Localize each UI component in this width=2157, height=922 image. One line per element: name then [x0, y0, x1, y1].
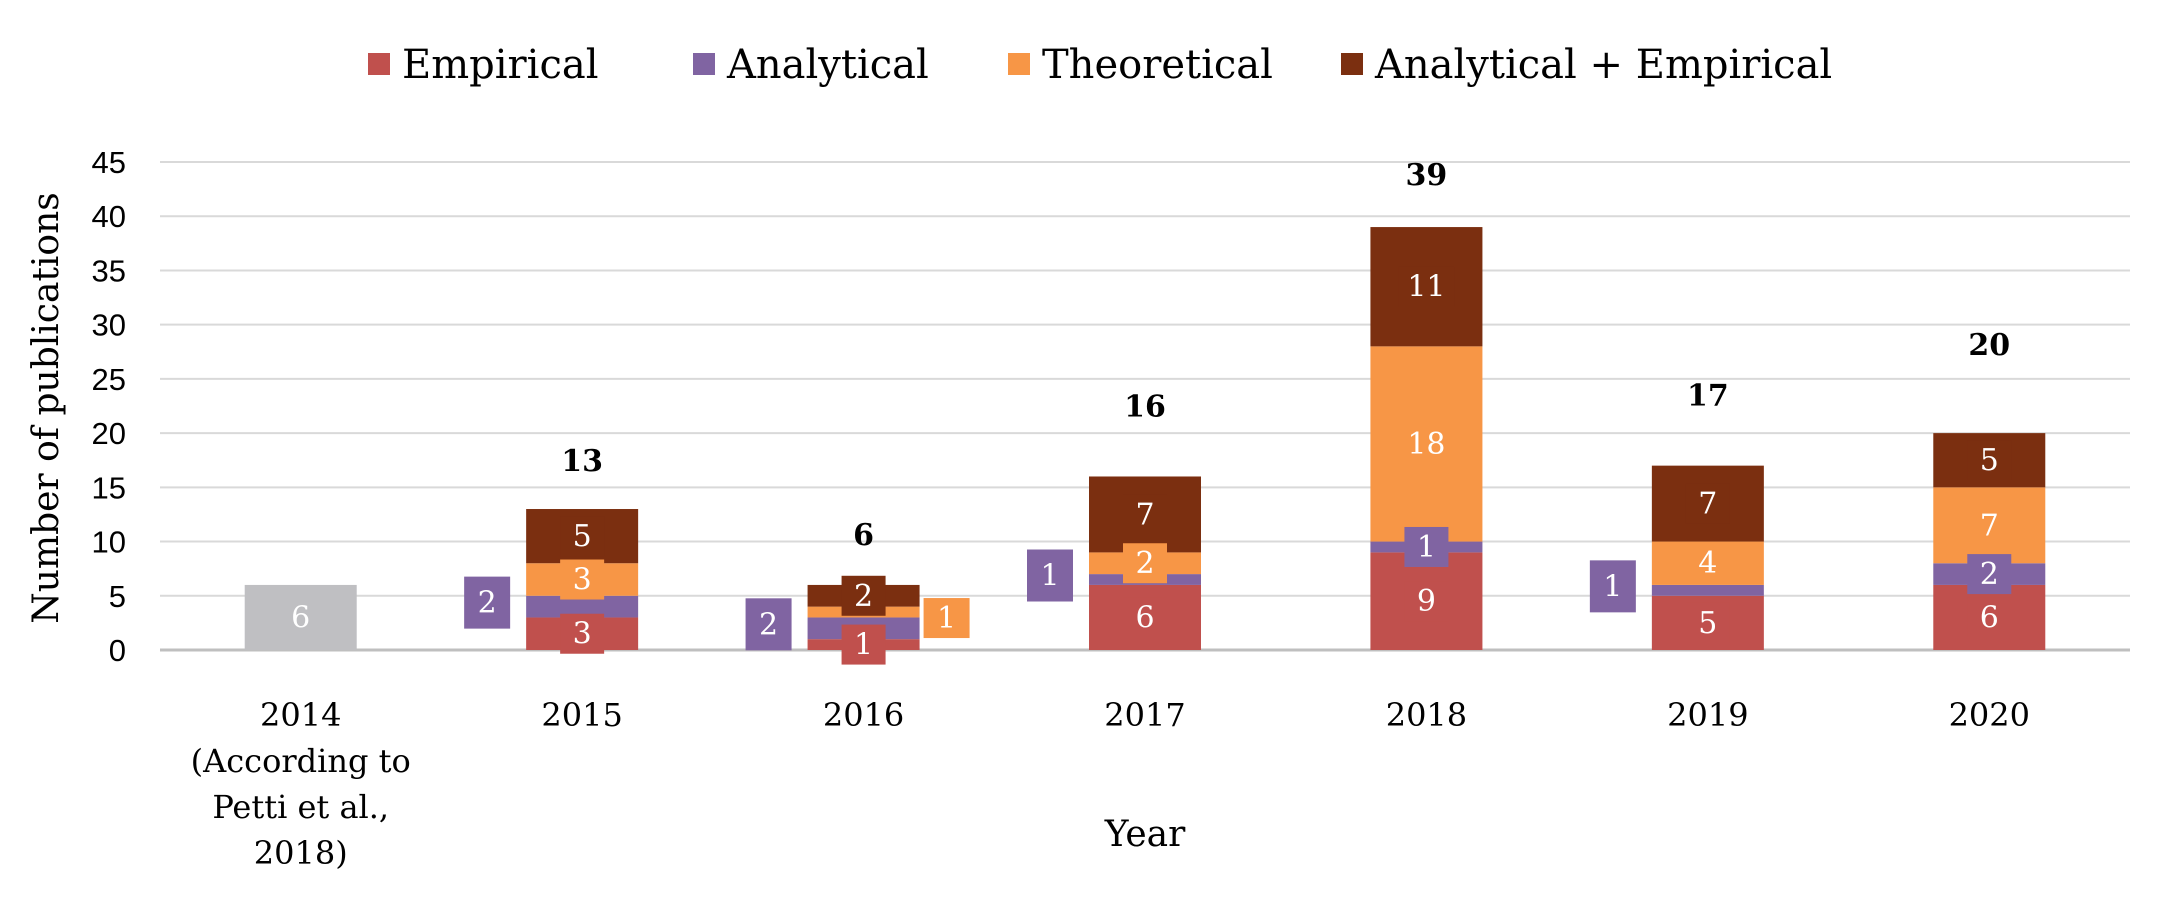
segment-label: 3: [573, 617, 592, 652]
x-tick-label: 2020: [1949, 696, 2030, 734]
segment-label: 6: [1135, 600, 1154, 635]
segment-label: 1: [1040, 559, 1059, 594]
chart-legend: Empirical Analytical Theoretical Analytical…: [368, 42, 1832, 88]
segment-label: 5: [1698, 606, 1717, 641]
bar-group-2014: 6: [244, 584, 357, 650]
y-tick-label: 0: [109, 633, 126, 668]
legend-swatch-3: [1341, 53, 1363, 75]
y-tick-label: 20: [92, 416, 126, 451]
y-axis-title: Number of publications: [26, 192, 67, 624]
legend-swatch-2: [1008, 53, 1030, 75]
segment-label: 9: [1417, 584, 1436, 619]
total-label: 17: [1687, 379, 1729, 414]
segment-label: 5: [1980, 443, 1999, 478]
segment-label: 2: [1135, 546, 1154, 581]
segment-label-box: [560, 613, 605, 654]
segment-label: 7: [1698, 487, 1717, 522]
segment-label-box: [745, 598, 792, 651]
bar-group-2015: 3 2 3 5 13: [464, 444, 639, 654]
x-tick-label: 2016: [823, 696, 904, 734]
total-label: 13: [561, 444, 603, 479]
bar-segment-1: [526, 595, 639, 618]
segment-label: 5: [573, 519, 592, 554]
segment-label: 1: [937, 601, 956, 636]
x-tick-label: 2014 (According to Petti et al., 2018): [191, 696, 411, 872]
segment-label-box: [1404, 581, 1449, 622]
y-tick-label: 15: [92, 470, 126, 505]
segment-label: 11: [1407, 270, 1445, 305]
segment-label-box: [464, 576, 511, 629]
bar-group-2020: 6 2 7 5 20: [1933, 328, 2046, 650]
segment-label: 6: [1980, 600, 1999, 635]
segment-label: 18: [1407, 427, 1445, 462]
x-axis: 2014 (According to Petti et al., 2018) 2015 2…: [191, 696, 2030, 872]
y-tick-label: 30: [92, 308, 126, 343]
x-tick-label: 2015: [541, 696, 622, 734]
segment-label-box: [1685, 483, 1730, 524]
total-label: 20: [1968, 328, 2010, 363]
segment-label: 6: [291, 600, 310, 635]
segment-label-box: [923, 598, 970, 639]
bar-group-2018: 9 1 18 11 39: [1370, 158, 1483, 650]
y-tick-label: 5: [109, 579, 126, 614]
legend-label-0: Empirical: [402, 42, 598, 88]
segment-label-box: [1967, 440, 2012, 481]
legend-label-2: Theoretical: [1042, 42, 1273, 88]
segment-label-box: [560, 559, 605, 600]
segment-label-box: [1967, 554, 2012, 595]
x-axis-title: Year: [1104, 814, 1186, 855]
total-label: 16: [1124, 389, 1166, 424]
segment-label-box: [1027, 549, 1073, 602]
total-label: 6: [853, 518, 874, 553]
bar-group-2016: 1 2 1 2 6: [745, 518, 970, 665]
segment-label: 2: [478, 586, 497, 621]
segment-label: 4: [1698, 546, 1717, 581]
total-label: 39: [1406, 158, 1448, 193]
y-tick-label: 40: [92, 199, 126, 234]
segment-label-box: [841, 575, 886, 616]
segment-label-box: [1685, 602, 1730, 643]
segment-label-box: [1398, 266, 1455, 307]
segment-label-box: [560, 516, 605, 557]
y-tick-label: 25: [92, 362, 126, 397]
legend-label-3: Analytical + Empirical: [1374, 42, 1832, 88]
segment-label-box: [1123, 597, 1167, 638]
segment-label-box: [841, 624, 886, 665]
bar-segment-1: [1651, 584, 1764, 596]
segment-label-box: [1123, 543, 1167, 584]
bar-group-2019: 5 1 4 7 17: [1589, 379, 1764, 650]
segment-label: 1: [1603, 569, 1622, 604]
segment-label: 3: [573, 563, 592, 598]
chart-gridlines: [160, 161, 2130, 652]
segment-label-box: [1398, 423, 1455, 464]
segment-label-box: [1967, 597, 2012, 638]
segment-label: 2: [854, 579, 873, 614]
y-tick-label: 35: [92, 253, 126, 288]
segment-label-box: [1404, 526, 1449, 567]
y-axis: 0 5 10 15 20 25 30 35 40 45: [92, 145, 126, 668]
segment-label-box: [1967, 505, 2012, 546]
legend-swatch-1: [693, 53, 715, 75]
segment-label-box: [1589, 560, 1636, 613]
bar-segment-prior: [244, 584, 357, 650]
segment-label: 7: [1980, 508, 1999, 543]
chart-bars: 6 3 2 3 5 13 1 2 1 2 6 6 1 2 7 16 9 1 18 11 39 5 1 4 7 17 6 2 7 5 20: [244, 158, 2046, 665]
segment-label: 1: [854, 628, 873, 663]
bar-group-2017: 6 1 2 7 16: [1027, 389, 1201, 650]
legend-swatch-0: [368, 53, 390, 75]
segment-label: 2: [1980, 557, 1999, 592]
x-tick-label: 2017: [1104, 696, 1185, 734]
segment-label-box: [1685, 543, 1730, 584]
x-tick-label: 2018: [1386, 696, 1467, 734]
legend-label-1: Analytical: [726, 42, 929, 88]
segment-label: 2: [759, 607, 778, 642]
y-tick-label: 45: [92, 145, 126, 180]
segment-label: 7: [1135, 497, 1154, 532]
segment-label: 1: [1417, 530, 1436, 565]
segment-label-box: [1123, 494, 1167, 535]
y-tick-label: 10: [92, 525, 126, 560]
x-tick-label: 2019: [1667, 696, 1748, 734]
